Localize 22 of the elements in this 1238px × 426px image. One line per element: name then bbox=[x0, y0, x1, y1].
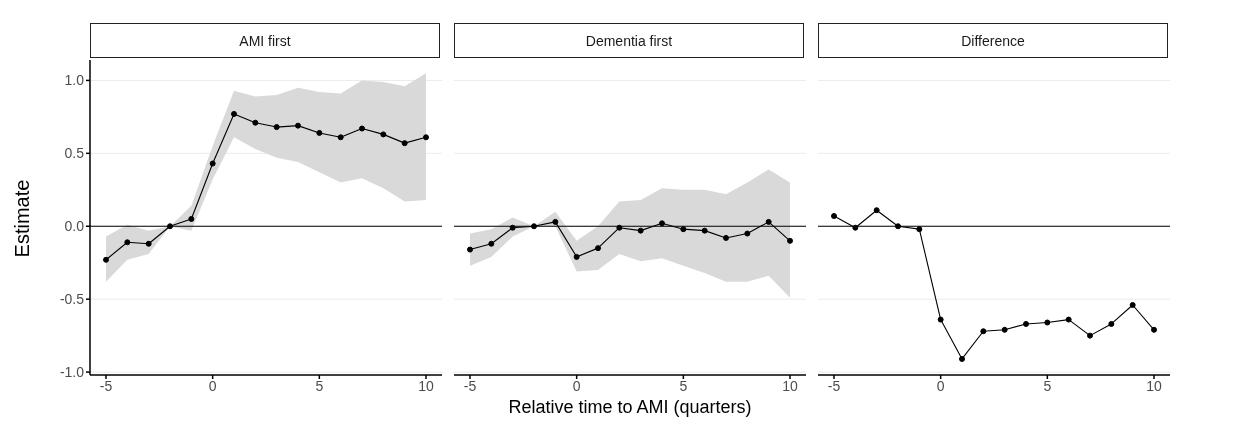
x-tick-label: 10 bbox=[1146, 377, 1162, 394]
y-axis-title: Estimate bbox=[11, 179, 35, 257]
y-tick-label: 1.0 bbox=[64, 72, 85, 89]
x-tick-label: 5 bbox=[315, 377, 324, 394]
chart-title: AMI first bbox=[90, 23, 440, 58]
x-tick-label: -5 bbox=[99, 377, 113, 394]
y-tick-label: 0.5 bbox=[64, 145, 85, 162]
chart-title: Difference bbox=[818, 23, 1168, 58]
x-tick-label: 10 bbox=[418, 377, 434, 394]
x-tick-label: -5 bbox=[463, 377, 477, 394]
y-tick-label: -1.0 bbox=[59, 364, 85, 381]
x-tick-label: 10 bbox=[782, 377, 798, 394]
y-tick-label: -0.5 bbox=[59, 291, 85, 308]
x-tick-label: 0 bbox=[572, 377, 581, 394]
chart-title: Dementia first bbox=[454, 23, 804, 58]
x-tick-label: 5 bbox=[679, 377, 688, 394]
x-tick-label: 0 bbox=[208, 377, 217, 394]
x-axis-title: Relative time to AMI (quarters) bbox=[507, 397, 753, 418]
x-tick-label: -5 bbox=[827, 377, 841, 394]
y-tick-label: 0.0 bbox=[64, 218, 85, 235]
x-tick-label: 0 bbox=[936, 377, 945, 394]
x-tick-label: 5 bbox=[1043, 377, 1052, 394]
